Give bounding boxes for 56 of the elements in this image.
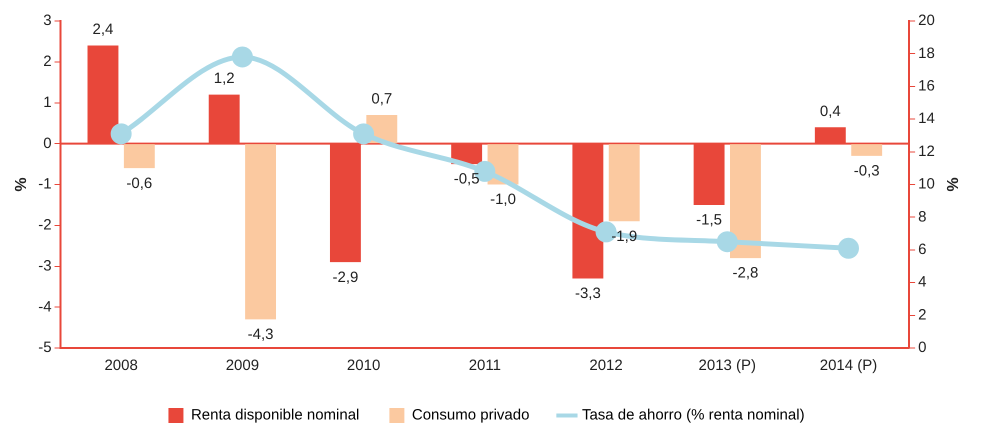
legend-label: Consumo privado xyxy=(412,406,530,424)
y-tick-label: 1 xyxy=(43,94,52,111)
y2-tick-label: 12 xyxy=(918,142,935,160)
data-label: -0,6 xyxy=(126,174,152,192)
data-label: 0,4 xyxy=(820,102,841,120)
y-tick-label: -4 xyxy=(38,298,52,316)
data-label: 2,4 xyxy=(92,21,114,38)
data-label: -1,0 xyxy=(490,191,516,208)
x-tick-label: 2013 (P) xyxy=(698,357,756,374)
bar xyxy=(608,144,640,222)
data-label: 1,2 xyxy=(214,70,235,88)
y2-tick-label: 2 xyxy=(918,306,926,324)
bar xyxy=(730,144,761,258)
y-tick-label: 0 xyxy=(43,134,52,152)
data-label: -3,3 xyxy=(574,285,601,302)
point xyxy=(232,46,253,68)
x-tick-label: 2011 xyxy=(468,357,501,374)
y-tick-label: 2 xyxy=(43,53,52,70)
y2-tick-label: 0 xyxy=(918,339,926,356)
y-tick-label: -1 xyxy=(38,176,52,193)
x-tick-label: 2008 xyxy=(104,357,138,374)
data-label: -2,9 xyxy=(332,268,358,286)
data-label: -2,8 xyxy=(732,264,758,282)
bar xyxy=(124,144,155,168)
legend-label: Renta disponible nominal xyxy=(190,406,360,424)
x-tick-label: 2010 xyxy=(346,357,380,374)
x-tick-label: 2014 (P) xyxy=(820,357,878,374)
x-tick-label: 2012 xyxy=(589,357,623,374)
y-tick-label: -3 xyxy=(38,257,52,274)
y2-tick-label: 8 xyxy=(918,208,926,226)
data-label: -0,3 xyxy=(854,162,880,180)
data-label: -1,5 xyxy=(696,212,722,229)
point xyxy=(838,238,860,259)
y2-tick-label: 20 xyxy=(918,12,935,30)
y-tick-label: -2 xyxy=(38,216,52,234)
y-tick-label: 3 xyxy=(43,12,52,30)
bar xyxy=(851,144,882,156)
y2-axis-title: % xyxy=(942,177,960,192)
y2-tick-label: 14 xyxy=(918,110,935,128)
y2-tick-label: 18 xyxy=(918,44,935,62)
bar xyxy=(245,144,276,320)
point xyxy=(716,231,738,252)
y2-tick-label: 4 xyxy=(918,274,926,291)
y2-tick-label: 10 xyxy=(918,176,935,193)
point xyxy=(353,123,374,144)
x-tick-label: 2009 xyxy=(226,357,260,374)
y2-tick-label: 16 xyxy=(918,78,935,95)
legend-label: Tasa de ahorro (% renta nominal) xyxy=(582,406,805,424)
data-label: -0,5 xyxy=(454,170,480,188)
data-label: 0,7 xyxy=(371,90,392,108)
data-label: -1,9 xyxy=(611,228,638,245)
y2-tick-label: 6 xyxy=(918,241,926,258)
point xyxy=(110,123,132,144)
data-label: -4,3 xyxy=(248,326,274,344)
y-tick-label: -5 xyxy=(38,339,52,356)
y-axis-title: % xyxy=(13,177,30,192)
